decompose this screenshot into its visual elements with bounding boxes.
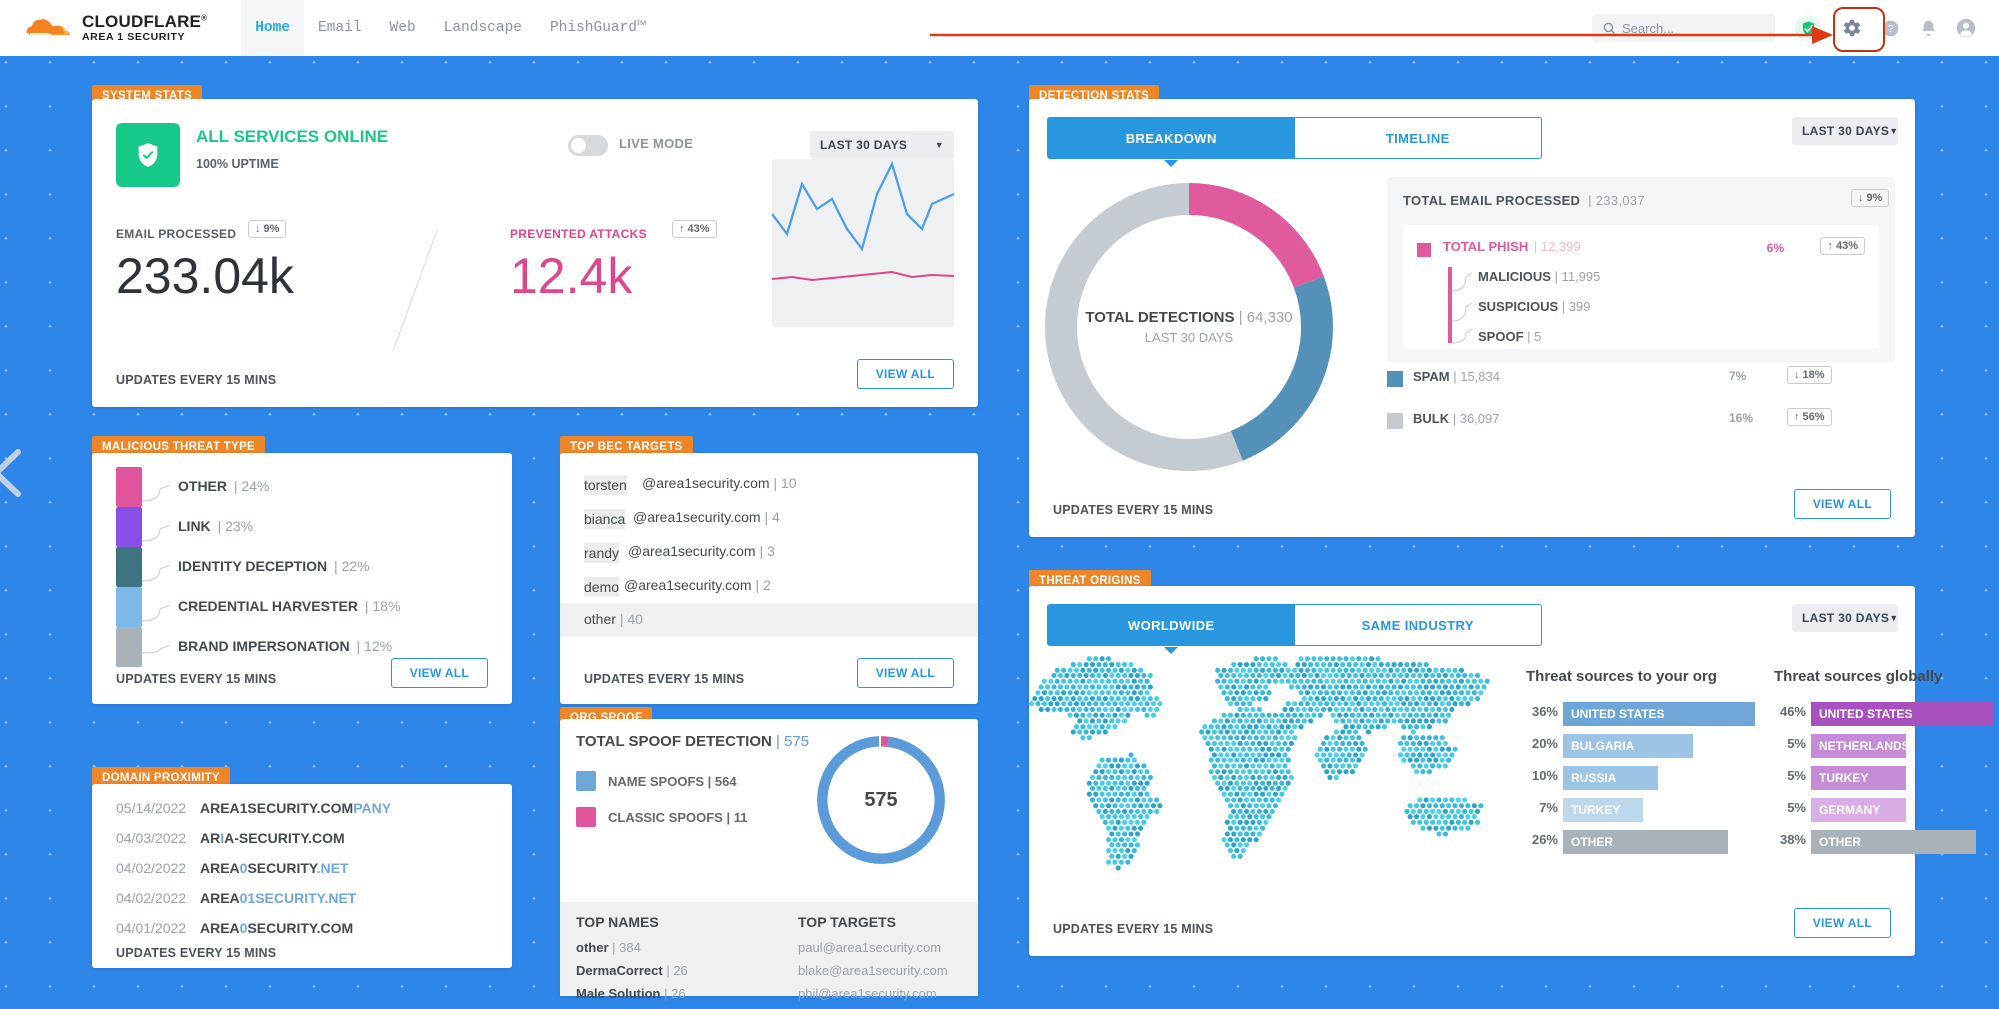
svg-text:?: ?	[1887, 24, 1893, 35]
